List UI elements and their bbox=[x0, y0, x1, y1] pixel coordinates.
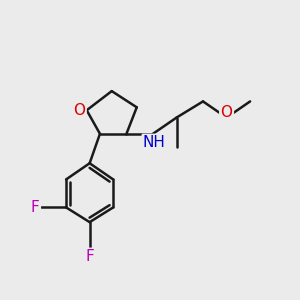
Text: F: F bbox=[31, 200, 40, 215]
Text: F: F bbox=[85, 249, 94, 264]
Text: NH: NH bbox=[143, 135, 166, 150]
Text: O: O bbox=[220, 105, 232, 120]
Text: O: O bbox=[73, 103, 85, 118]
